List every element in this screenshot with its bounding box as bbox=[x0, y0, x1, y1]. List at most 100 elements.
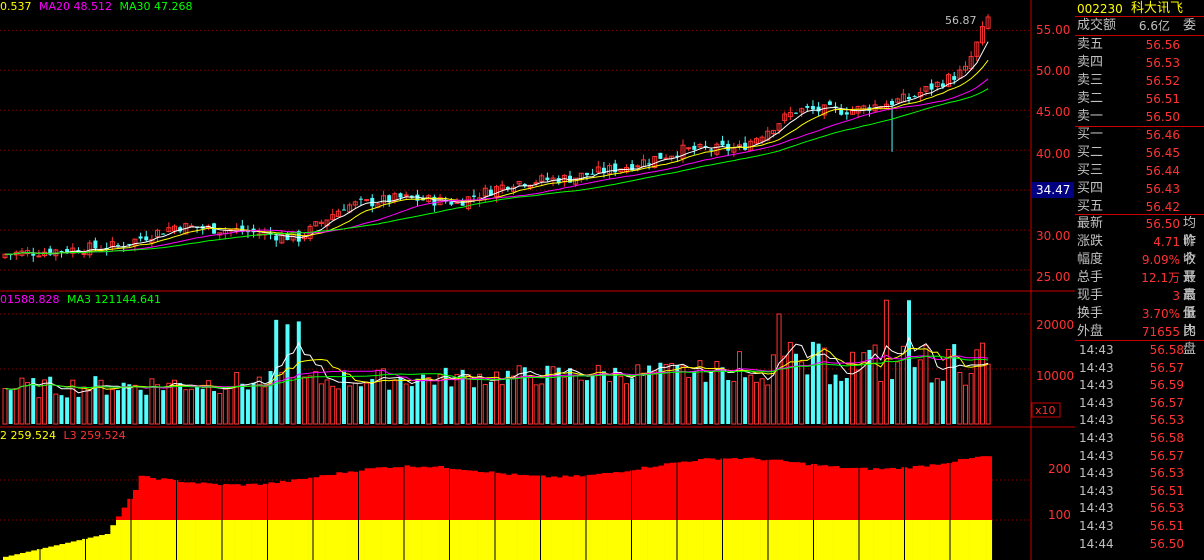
price-tick-label: 40.00 bbox=[1036, 147, 1070, 161]
cumulative-bar-upper bbox=[556, 477, 563, 520]
cumulative-bar-upper bbox=[443, 468, 450, 520]
volume-bar bbox=[787, 341, 793, 425]
cumulative-bar-lower bbox=[206, 520, 213, 560]
candle-body bbox=[381, 195, 387, 204]
tick-time: 14:43 bbox=[1079, 378, 1114, 393]
volume-bar bbox=[488, 381, 493, 424]
stat-row-extra: 最低 bbox=[1183, 288, 1197, 321]
cumulative-bar-lower bbox=[607, 520, 614, 560]
max-price-label: 56.87 bbox=[945, 14, 977, 27]
volume-unit-box bbox=[1031, 402, 1061, 418]
cumulative-bar-upper bbox=[195, 483, 202, 520]
cumulative-bar-lower bbox=[647, 520, 654, 560]
volume-bar bbox=[658, 362, 663, 424]
cumulative-bar-lower bbox=[522, 520, 529, 560]
cumulative-bar-lower bbox=[443, 520, 450, 560]
volume-bar bbox=[946, 348, 952, 425]
volume-bar bbox=[516, 365, 522, 425]
cumulative-bar-lower bbox=[827, 520, 834, 560]
cumulative-bar-upper bbox=[799, 462, 806, 520]
volume-bar bbox=[415, 378, 420, 424]
bid-row: 买四 56.43 bbox=[1075, 180, 1204, 198]
volume-bar bbox=[759, 378, 765, 425]
cumulative-bar-lower bbox=[551, 520, 557, 560]
cumulative-bar-upper bbox=[584, 474, 591, 520]
stat-row: 外盘 71655 内盘 bbox=[1075, 323, 1204, 357]
cumulative-bar-upper bbox=[890, 467, 896, 520]
volume-bar bbox=[454, 373, 460, 425]
cumulative-bar-lower bbox=[539, 520, 546, 560]
tick-time: 14:43 bbox=[1079, 431, 1114, 445]
volume-bar bbox=[449, 386, 454, 424]
cumulative-bar-upper bbox=[144, 476, 151, 520]
cumulative-bar-lower bbox=[387, 520, 394, 560]
cumulative-bar-lower bbox=[8, 555, 15, 560]
volume-bar bbox=[274, 319, 279, 424]
cumulative-bar-upper bbox=[387, 467, 394, 520]
volume-bar bbox=[409, 386, 414, 424]
cumulative-bar-upper bbox=[539, 475, 546, 520]
cumulative-bar-upper bbox=[788, 462, 795, 520]
cumulative-bar-upper bbox=[545, 477, 552, 520]
volume-bar bbox=[573, 374, 579, 425]
candle-body bbox=[138, 236, 143, 239]
cumulative-bar-lower bbox=[590, 520, 597, 560]
candlesticks bbox=[2, 14, 991, 262]
volume-bar bbox=[527, 376, 533, 425]
cumulative-bar-upper bbox=[517, 474, 524, 520]
cumulative-bar-upper bbox=[358, 470, 365, 520]
candle-body bbox=[398, 193, 403, 198]
volume-bar bbox=[421, 374, 426, 424]
volume-bar bbox=[974, 349, 980, 425]
cumulative-bar-upper bbox=[940, 463, 947, 520]
cumulative-bar-upper bbox=[980, 456, 987, 520]
candle-body bbox=[415, 194, 420, 201]
candle-body bbox=[364, 199, 370, 202]
candle-body bbox=[833, 106, 838, 108]
cumulative-bar-lower bbox=[460, 520, 467, 560]
candle-body bbox=[680, 144, 686, 159]
volume-bar bbox=[358, 386, 363, 424]
cumulative-area bbox=[3, 456, 996, 560]
lower-tick-label: 200 bbox=[1048, 462, 1071, 476]
stat-row-extra: 昨收 bbox=[1183, 234, 1197, 267]
cumulative-bar-upper bbox=[370, 468, 377, 520]
stat-row: 幅度 9.09% 今开 bbox=[1075, 251, 1204, 285]
stat-row-label: 总手 bbox=[1077, 270, 1104, 285]
cumulative-bar-upper bbox=[409, 466, 416, 520]
candle-body bbox=[799, 108, 805, 113]
cumulative-bar-lower bbox=[596, 520, 603, 560]
stat-row-extra: 均价 bbox=[1183, 216, 1197, 249]
l3-label: L3 bbox=[63, 429, 77, 442]
volume-bar bbox=[228, 387, 234, 425]
stat-row: 换手 3.70% 量比 bbox=[1075, 305, 1204, 339]
cumulative-bar-lower bbox=[969, 520, 976, 560]
lower-tick-label: 100 bbox=[1048, 508, 1071, 522]
cumulative-bar-upper bbox=[455, 469, 461, 520]
cumulative-bar-lower bbox=[618, 520, 625, 560]
ask-row: 卖五 56.56 bbox=[1075, 36, 1204, 54]
volume-bar bbox=[686, 377, 692, 425]
tick-row: 14:43 56.57 bbox=[1075, 447, 1204, 465]
stock-code[interactable]: 002230 bbox=[1077, 2, 1123, 16]
ask-row-value: 56.53 bbox=[1145, 56, 1180, 70]
cumulative-bar-lower bbox=[161, 520, 168, 560]
cumulative-bar-lower bbox=[681, 520, 687, 560]
cumulative-bar-lower bbox=[99, 535, 105, 560]
volume-bar bbox=[426, 377, 432, 425]
cumulative-bar-upper bbox=[183, 482, 190, 520]
cumulative-bar-upper bbox=[737, 459, 744, 520]
cumulative-bar-upper bbox=[528, 475, 535, 520]
cumulative-bar-lower bbox=[404, 520, 411, 560]
volume-bar bbox=[963, 384, 968, 425]
stock-chart[interactable]: 55.00 50.00 45.00 40.00 30.00 25.00 34.4… bbox=[0, 0, 1075, 560]
cumulative-bar-lower bbox=[65, 542, 72, 560]
cumulative-bar-lower bbox=[748, 520, 755, 560]
tick-price: 56.53 bbox=[1149, 501, 1184, 516]
ma3-label: MA3 bbox=[67, 293, 92, 306]
volume-bar bbox=[968, 372, 974, 425]
tick-price: 56.57 bbox=[1149, 448, 1184, 463]
cumulative-bar-upper bbox=[743, 457, 750, 520]
cumulative-bar-lower bbox=[223, 520, 230, 560]
cumulative-bar-upper bbox=[534, 475, 541, 520]
